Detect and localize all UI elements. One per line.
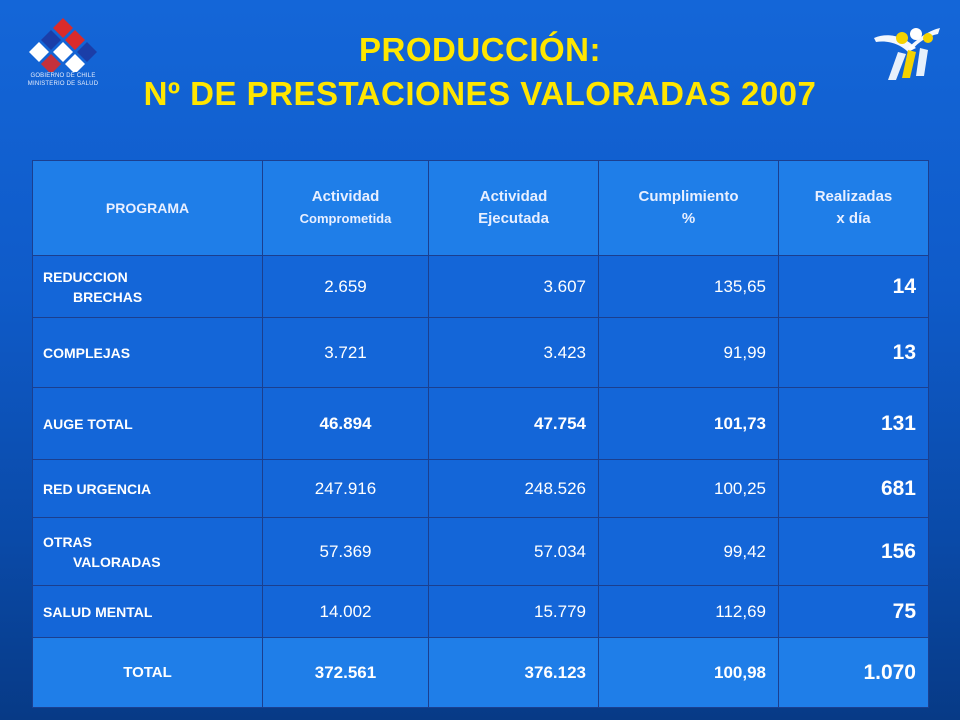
cell-cumplimiento: 100,25 xyxy=(598,459,779,518)
total-ejecutada: 376.123 xyxy=(428,637,599,708)
cell-cumplimiento: 101,73 xyxy=(598,387,779,460)
cell-cumplimiento: 112,69 xyxy=(598,585,779,638)
cell-ejecutada: 57.034 xyxy=(428,517,599,586)
gobierno-logo-caption: GOBIERNO DE CHILE MINISTERIO DE SALUD xyxy=(27,73,99,87)
table-row: SALUD MENTAL 14.002 15.779 112,69 75 xyxy=(32,585,929,638)
cell-ejecutada: 47.754 xyxy=(428,387,599,460)
row-name: SALUD MENTAL xyxy=(32,585,263,638)
row-name: RED URGENCIA xyxy=(32,459,263,518)
total-realizadas: 1.070 xyxy=(778,637,929,708)
cell-comprometida: 46.894 xyxy=(262,387,429,460)
cell-realizadas: 75 xyxy=(778,585,929,638)
header-comprometida: Actividad Comprometida xyxy=(262,160,429,256)
header-programa: PROGRAMA xyxy=(32,160,263,256)
row-name: AUGE TOTAL xyxy=(32,387,263,460)
row-name: COMPLEJAS xyxy=(32,317,263,388)
cell-ejecutada: 3.423 xyxy=(428,317,599,388)
table-header-row: PROGRAMA Actividad Comprometida Activida… xyxy=(32,160,929,256)
page-title: PRODUCCIÓN: Nº DE PRESTACIONES VALORADAS… xyxy=(0,28,960,116)
cell-cumplimiento: 99,42 xyxy=(598,517,779,586)
total-comprometida: 372.561 xyxy=(262,637,429,708)
table-row: RED URGENCIA 247.916 248.526 100,25 681 xyxy=(32,459,929,518)
table-row: AUGE TOTAL 46.894 47.754 101,73 131 xyxy=(32,387,929,460)
cell-realizadas: 13 xyxy=(778,317,929,388)
cell-realizadas: 14 xyxy=(778,255,929,318)
gobierno-emblem-icon xyxy=(29,18,97,74)
title-line-1: PRODUCCIÓN: xyxy=(359,31,601,68)
total-cumplimiento: 100,98 xyxy=(598,637,779,708)
cell-realizadas: 131 xyxy=(778,387,929,460)
people-figures-icon xyxy=(874,28,940,80)
header-realizadas: Realizadas x día xyxy=(778,160,929,256)
title-line-2: Nº DE PRESTACIONES VALORADAS 2007 xyxy=(143,75,817,112)
cell-cumplimiento: 135,65 xyxy=(598,255,779,318)
cell-comprometida: 2.659 xyxy=(262,255,429,318)
table-row: OTRAS VALORADAS 57.369 57.034 99,42 156 xyxy=(32,517,929,586)
cell-cumplimiento: 91,99 xyxy=(598,317,779,388)
cell-realizadas: 156 xyxy=(778,517,929,586)
header-cumplimiento: Cumplimiento % xyxy=(598,160,779,256)
table-row: COMPLEJAS 3.721 3.423 91,99 13 xyxy=(32,317,929,388)
table-row: REDUCCION BRECHAS 2.659 3.607 135,65 14 xyxy=(32,255,929,318)
total-row: TOTAL 372.561 376.123 100,98 1.070 xyxy=(32,637,929,708)
cell-comprometida: 247.916 xyxy=(262,459,429,518)
cell-ejecutada: 3.607 xyxy=(428,255,599,318)
gobierno-logo: GOBIERNO DE CHILE MINISTERIO DE SALUD xyxy=(18,14,108,99)
row-name: REDUCCION BRECHAS xyxy=(32,255,263,318)
cell-realizadas: 681 xyxy=(778,459,929,518)
cell-comprometida: 14.002 xyxy=(262,585,429,638)
total-label: TOTAL xyxy=(32,637,263,708)
cell-comprometida: 57.369 xyxy=(262,517,429,586)
row-name: OTRAS VALORADAS xyxy=(32,517,263,586)
produccion-table: PROGRAMA Actividad Comprometida Activida… xyxy=(32,160,929,708)
cell-ejecutada: 15.779 xyxy=(428,585,599,638)
cell-ejecutada: 248.526 xyxy=(428,459,599,518)
cell-comprometida: 3.721 xyxy=(262,317,429,388)
header-ejecutada: Actividad Ejecutada xyxy=(428,160,599,256)
salud-figures-logo xyxy=(868,18,942,84)
